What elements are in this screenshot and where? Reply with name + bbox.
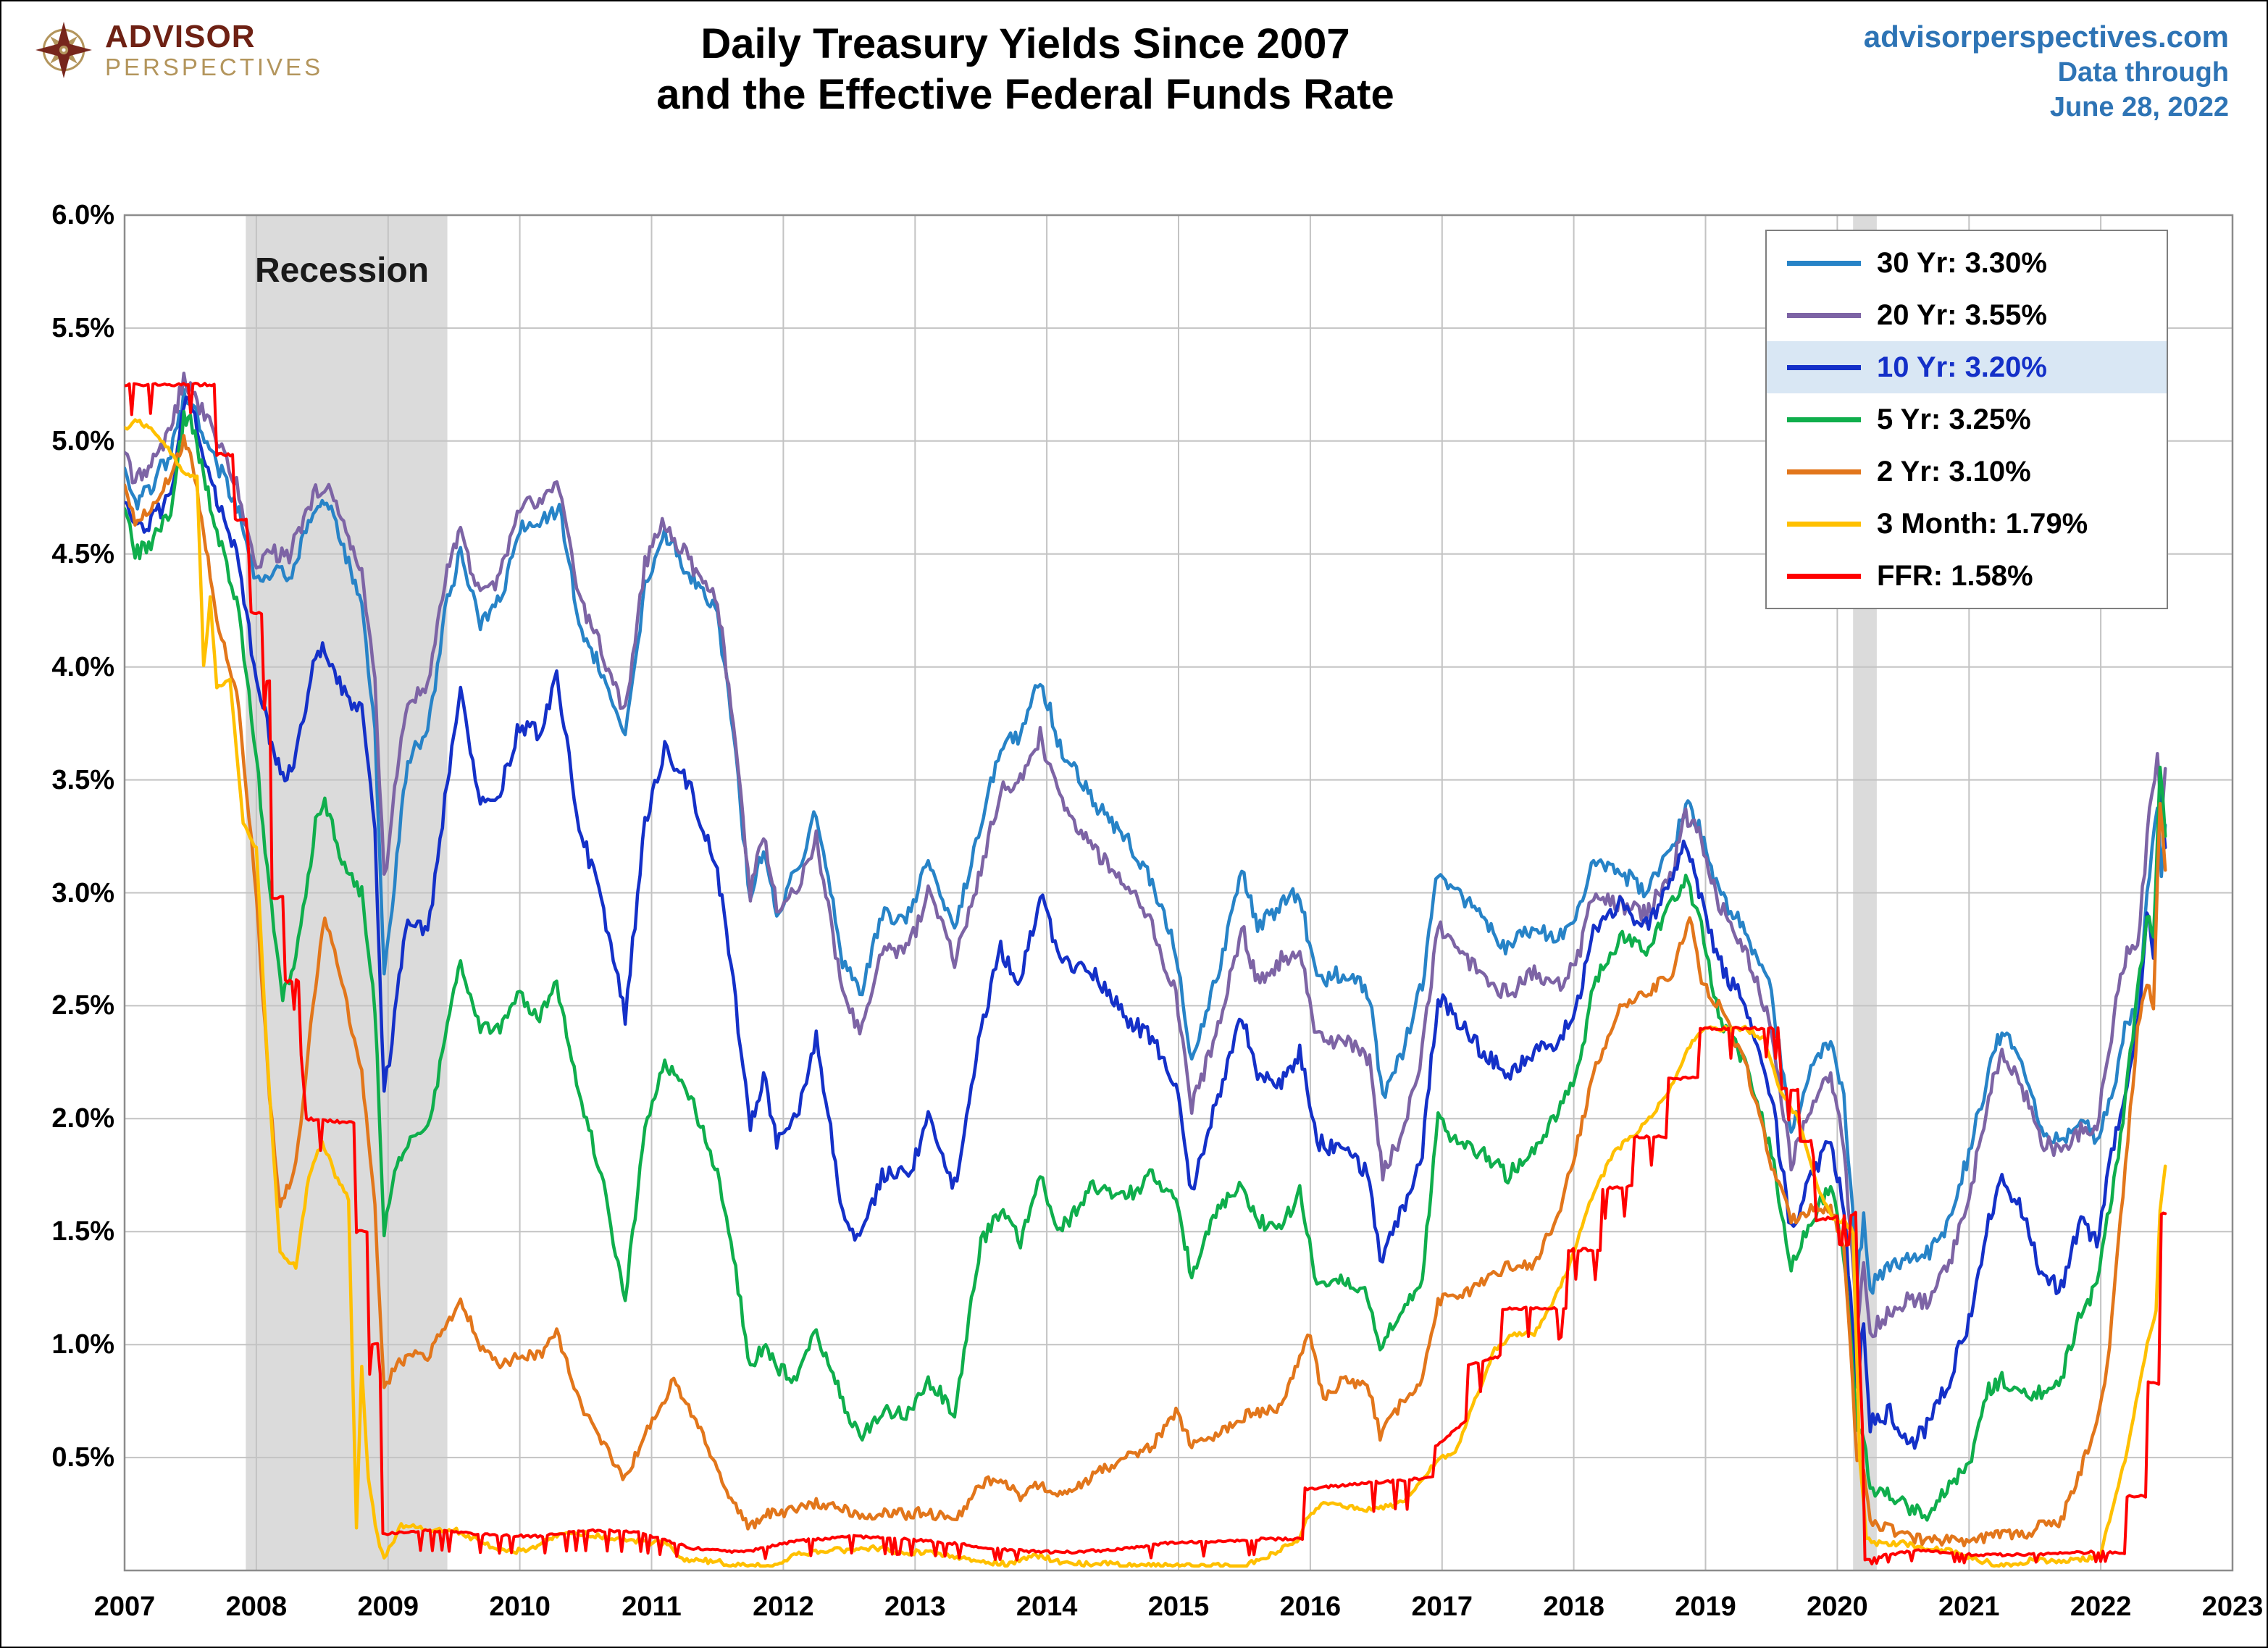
y-tick-label: 5.0% [51,425,114,456]
y-tick-label: 0.5% [51,1442,114,1473]
legend-row: 2 Yr: 3.10% [1767,446,2167,498]
legend-label: 5 Yr: 3.25% [1877,403,2031,435]
x-tick-label: 2008 [225,1591,288,1622]
legend-row: 10 Yr: 3.20% [1767,341,2167,393]
legend-swatch [1787,521,1861,527]
x-tick-label: 2014 [1016,1591,1078,1622]
legend-label: 10 Yr: 3.20% [1877,351,2047,383]
legend-row: FFR: 1.58% [1767,550,2167,602]
legend-label: FFR: 1.58% [1877,559,2033,592]
legend: 30 Yr: 3.30% 20 Yr: 3.55% 10 Yr: 3.20% 5 Yr… [1765,230,2168,609]
x-tick-label: 2018 [1543,1591,1604,1622]
y-tick-label: 2.0% [51,1103,114,1134]
source-block: advisorperspectives.com Data through Jun… [1864,19,2229,125]
y-tick-label: 5.5% [51,312,114,343]
x-tick-label: 2011 [622,1591,682,1622]
legend-label: 20 Yr: 3.55% [1877,298,2047,331]
series-30-yr [125,388,2167,1295]
y-tick-label: 2.5% [51,990,114,1021]
source-site: advisorperspectives.com [1863,20,2229,54]
x-tick-label: 2012 [753,1591,814,1622]
logo-line2: PERSPECTIVES [105,54,324,80]
x-tick-label: 2013 [884,1591,946,1622]
x-tick-label: 2016 [1279,1591,1342,1622]
x-tick-label: 2021 [1938,1591,2000,1622]
series-10-yr [125,396,2167,1450]
legend-row: 30 Yr: 3.30% [1767,237,2167,289]
logo-line1: ADVISOR [105,19,256,54]
series-20-yr [125,371,2167,1339]
source-date: June 28, 2022 [2049,92,2229,122]
y-tick-label: 3.5% [51,764,114,795]
y-tick-label: 3.0% [51,877,114,908]
page-title: Daily Treasury Yields Since 2007 and the… [291,19,1759,120]
x-tick-label: 2022 [2070,1591,2132,1622]
title-line2: and the Effective Federal Funds Rate [656,71,1394,118]
y-tick-label: 6.0% [51,200,114,230]
legend-label: 2 Yr: 3.10% [1877,455,2031,488]
legend-row: 3 Month: 1.79% [1767,498,2167,550]
y-tick-label: 1.0% [51,1329,114,1360]
legend-swatch [1787,573,1861,579]
legend-swatch [1787,364,1861,370]
x-tick-label: 2007 [93,1591,156,1622]
x-tick-label: 2017 [1411,1591,1473,1622]
y-tick-label: 4.0% [51,651,114,682]
y-tick-label: 4.5% [51,538,114,569]
x-tick-label: 2023 [2201,1591,2264,1622]
x-tick-label: 2015 [1147,1591,1210,1622]
legend-swatch [1787,260,1861,266]
legend-label: 3 Month: 1.79% [1877,507,2088,540]
recession-label: Recession [255,251,430,290]
x-tick-label: 2010 [489,1591,551,1622]
legend-row: 20 Yr: 3.55% [1767,289,2167,341]
title-line1: Daily Treasury Yields Since 2007 [700,20,1350,67]
source-data-through: Data through [2057,57,2229,88]
legend-swatch [1787,417,1861,422]
series-ffr [125,382,2167,1565]
compass-icon [35,22,92,78]
y-tick-label: 1.5% [51,1216,114,1247]
legend-row: 5 Yr: 3.25% [1767,393,2167,446]
series-5-yr [125,409,2167,1522]
legend-swatch [1787,312,1861,318]
legend-label: 30 Yr: 3.30% [1877,246,2047,279]
logo-text: ADVISOR PERSPECTIVES [105,20,323,81]
logo: ADVISOR PERSPECTIVES [34,20,323,81]
x-tick-label: 2019 [1675,1591,1736,1622]
legend-swatch [1787,469,1861,474]
x-tick-label: 2020 [1807,1591,1868,1622]
x-tick-label: 2009 [357,1591,419,1622]
